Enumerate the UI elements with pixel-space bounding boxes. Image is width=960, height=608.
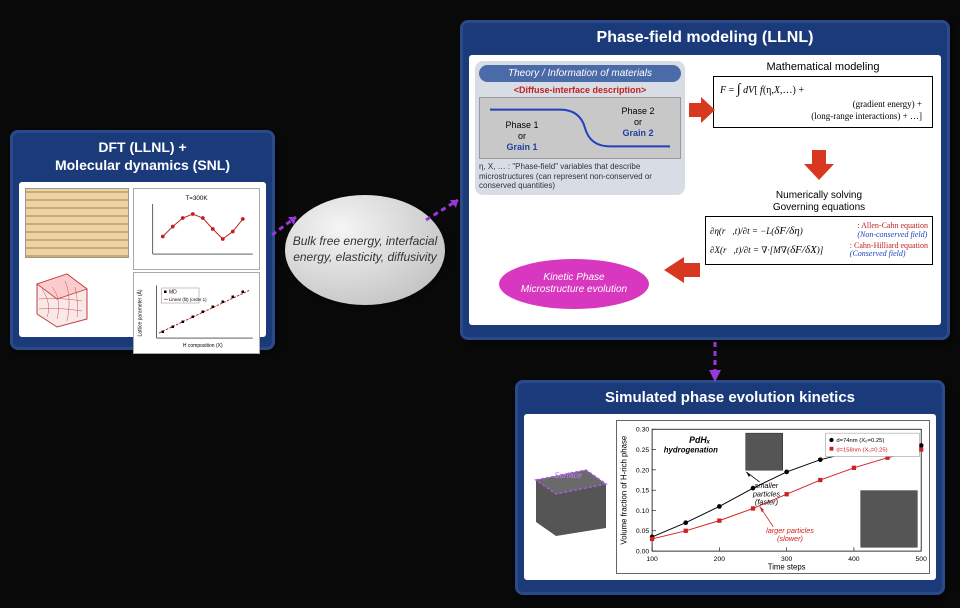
legend-fit: Linear (fit) (order 1): [169, 297, 207, 302]
math-formula: F = ∫ dV[ f(η,X,…) + (gradient energy) +…: [713, 76, 933, 128]
diffuse-title: <Diffuse-interface description>: [479, 85, 681, 95]
arrow-center-to-pf: [420, 190, 470, 230]
phase1-label: Phase 1orGrain 1: [494, 120, 550, 152]
sim-body: Surface 1002003004005000.000.050.100.150…: [524, 414, 936, 580]
svg-text:0.15: 0.15: [636, 488, 649, 495]
theory-header: Theory / Information of materials: [479, 65, 681, 82]
svg-text:0.00: 0.00: [636, 549, 649, 556]
sim-panel: Simulated phase evolution kinetics Surfa…: [515, 380, 945, 595]
svg-text:hydrogenation: hydrogenation: [664, 446, 718, 455]
arrow-theory-to-math: [689, 95, 715, 125]
dft-title: DFT (LLNL) + Molecular dynamics (SNL): [13, 133, 272, 182]
dft-title-line2: Molecular dynamics (SNL): [55, 157, 230, 173]
svg-text:Volume fraction of H-rich phas: Volume fraction of H-rich phase: [620, 436, 629, 545]
kinetic-ellipse: Kinetic PhaseMicrostructure evolution: [499, 259, 649, 309]
math-model-box: Mathematical modeling F = ∫ dV[ f(η,X,…)…: [713, 61, 933, 128]
svg-text:200: 200: [714, 556, 726, 563]
dft-bottom-chart: MD Linear (fit) (order 1) H composition …: [133, 272, 260, 354]
arrow-math-to-gov: [804, 150, 834, 180]
svg-text:(slower): (slower): [777, 534, 803, 543]
center-text: Bulk free energy, interfacial energy, el…: [285, 234, 445, 265]
dft-left-col: [25, 188, 129, 331]
dft-body: T=300K: [19, 182, 266, 337]
svg-text:400: 400: [848, 556, 860, 563]
svg-text:0.30: 0.30: [636, 427, 649, 434]
phase-diagram: Phase 1orGrain 1 Phase 2orGrain 2: [479, 97, 681, 159]
svg-text:d=74nm (X₀=0.25): d=74nm (X₀=0.25): [836, 438, 884, 444]
phase2-label: Phase 2orGrain 2: [610, 106, 666, 138]
svg-text:0.20: 0.20: [636, 467, 649, 474]
chart-temp-label: T=300K: [185, 195, 208, 202]
svg-text:0.25: 0.25: [636, 447, 649, 454]
phase-field-panel: Phase-field modeling (LLNL) Theory / Inf…: [460, 20, 950, 340]
legend-md: MD: [169, 290, 177, 296]
gov-title: Numerically solvingGoverning equations: [705, 190, 933, 213]
theory-box: Theory / Information of materials <Diffu…: [475, 61, 685, 195]
sim-cube-icon: Surface: [530, 456, 612, 538]
svg-text:PdHₓ: PdHₓ: [689, 435, 711, 445]
arrow-pf-to-sim: [700, 338, 730, 386]
ylabel: Lattice parameter (Å): [136, 289, 143, 336]
svg-text:100: 100: [646, 556, 658, 563]
governing-eq-box: Numerically solvingGoverning equations ∂…: [705, 190, 933, 265]
pf-title: Phase-field modeling (LLNL): [463, 23, 947, 55]
sim-chart: 1002003004005000.000.050.100.150.200.250…: [616, 420, 930, 574]
dft-panel: DFT (LLNL) + Molecular dynamics (SNL) T=…: [10, 130, 275, 350]
md-cube-icon: [27, 259, 97, 329]
gov-formula: ∂η(r⃗,t)/∂t = −L(δF/δη) : Allen-Cahn equ…: [705, 216, 933, 265]
arrow-dft-to-center: [268, 205, 308, 245]
svg-text:(faster): (faster): [755, 497, 778, 506]
pf-body: Theory / Information of materials <Diffu…: [469, 55, 941, 325]
lattice-image: [25, 188, 129, 258]
dft-top-chart: T=300K: [133, 188, 260, 270]
sim-title: Simulated phase evolution kinetics: [518, 383, 942, 414]
svg-text:0.10: 0.10: [636, 508, 649, 515]
surface-label: Surface: [554, 471, 582, 480]
arrow-gov-to-kinetic: [664, 255, 700, 285]
dft-title-line1: DFT (LLNL) +: [98, 139, 186, 155]
dft-right-col: T=300K: [133, 188, 260, 331]
svg-text:0.05: 0.05: [636, 528, 649, 535]
svg-text:Time steps: Time steps: [768, 563, 806, 572]
math-title: Mathematical modeling: [713, 61, 933, 73]
svg-text:500: 500: [916, 556, 928, 563]
svg-text:d=158nm (X₀=0.25): d=158nm (X₀=0.25): [836, 448, 887, 454]
xlabel: H composition (X): [183, 343, 223, 349]
theory-caption: η, X, … : "Phase-field" variables that d…: [479, 162, 681, 191]
